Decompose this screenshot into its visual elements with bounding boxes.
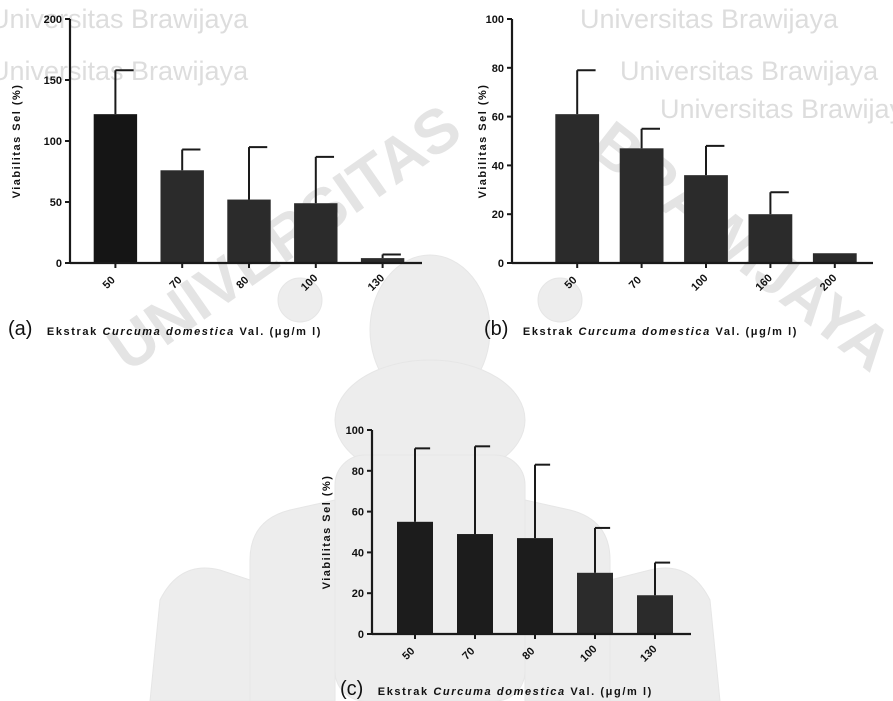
y-axis-label: Viabilitas Sel (%): [477, 84, 489, 199]
x-tick-label-80: 80: [234, 274, 251, 291]
chart-panel-a: Viabilitas Sel (%) 50 70 80 100 130 0 50 100 150 2…: [11, 14, 422, 294]
x-tick-label-160: 160: [754, 272, 775, 293]
chart-panel-c: Viabilitas Sel (%) 50 70 80 100 130 0 20 40 60 80 1…: [321, 425, 691, 665]
y-tick-label-60: 60: [352, 507, 364, 519]
caption-a: (a) Ekstrak Curcuma domestica Val. (μg/m…: [8, 318, 322, 341]
x-tick-label-130: 130: [638, 643, 659, 664]
y-tick-label-80: 80: [492, 63, 504, 75]
x-tick-label-70: 70: [168, 274, 185, 291]
panel-letter-a: (a): [8, 318, 33, 340]
chart-panel-b: Viabilitas Sel (%) 50 70 100 160 200 0 20 40 60 80…: [477, 14, 873, 294]
y-tick-label-150: 150: [44, 75, 62, 87]
x-tick-label-100: 100: [689, 272, 710, 293]
y-axis-label: Viabilitas Sel (%): [11, 84, 23, 199]
svg-text:Universitas Brawijaya: Universitas Brawijaya: [0, 4, 249, 34]
bar-70: [619, 148, 664, 263]
bar-80: [227, 199, 271, 263]
svg-text:Universitas Brawijaya: Universitas Brawijaya: [580, 4, 839, 34]
y-tick-label-100: 100: [346, 425, 364, 437]
bar-80: [517, 538, 553, 634]
y-tick-label-20: 20: [352, 588, 364, 600]
x-tick-label-70: 70: [460, 645, 477, 662]
caption-c: (c) Ekstrak Curcuma domestica Val. (μg/m…: [340, 678, 653, 701]
bar-100: [684, 175, 728, 263]
x-axis-label-c: Ekstrak Curcuma domestica Val. (μg/m l): [377, 686, 653, 698]
y-tick-label-100: 100: [44, 136, 62, 148]
x-axis-label-b: Ekstrak Curcuma domestica Val. (μg/m l): [522, 326, 799, 338]
x-tick-label-80: 80: [520, 645, 537, 662]
y-tick-label-40: 40: [492, 160, 504, 172]
bar-130: [360, 258, 405, 263]
y-tick-label-80: 80: [352, 466, 364, 478]
y-axis-label: Viabilitas Sel (%): [321, 475, 333, 590]
bar-50: [555, 114, 600, 263]
bar-70: [457, 534, 493, 634]
y-tick-label-60: 60: [492, 112, 504, 124]
svg-text:Universitas Brawijaya: Universitas Brawijaya: [660, 94, 893, 124]
bar-50: [93, 114, 138, 263]
y-tick-label-0: 0: [358, 629, 364, 641]
bar-100: [294, 203, 338, 263]
x-tick-label-100: 100: [578, 643, 599, 664]
y-tick-label-20: 20: [492, 209, 504, 221]
bar-200: [812, 253, 857, 263]
panel-letter-c: (c): [340, 678, 364, 700]
x-axis-label-a: Ekstrak Curcuma domestica Val. (μg/m l): [46, 326, 323, 338]
bar-100: [577, 572, 613, 634]
watermark-lines: Universitas Brawijaya Universitas Brawij…: [0, 4, 893, 124]
x-tick-label-70: 70: [627, 274, 644, 291]
x-tick-label-100: 100: [299, 272, 320, 293]
y-tick-label-100: 100: [486, 14, 504, 26]
bar-130: [637, 595, 673, 634]
y-tick-label-200: 200: [44, 14, 62, 26]
y-tick-label-40: 40: [352, 547, 364, 559]
svg-text:Universitas Brawijaya: Universitas Brawijaya: [620, 56, 879, 86]
y-tick-label-50: 50: [50, 197, 62, 209]
x-tick-label-200: 200: [818, 272, 839, 293]
panel-letter-b: (b): [484, 318, 509, 340]
x-tick-label-130: 130: [366, 272, 387, 293]
x-tick-label-50: 50: [101, 274, 118, 291]
caption-b: (b) Ekstrak Curcuma domestica Val. (μg/m…: [484, 318, 798, 341]
bar-50: [397, 521, 433, 634]
x-tick-label-50: 50: [563, 274, 580, 291]
x-tick-label-50: 50: [400, 645, 417, 662]
bar-160: [748, 214, 793, 263]
bar-70: [160, 170, 204, 263]
y-tick-label-0: 0: [56, 258, 62, 270]
y-tick-label-0: 0: [498, 258, 504, 270]
